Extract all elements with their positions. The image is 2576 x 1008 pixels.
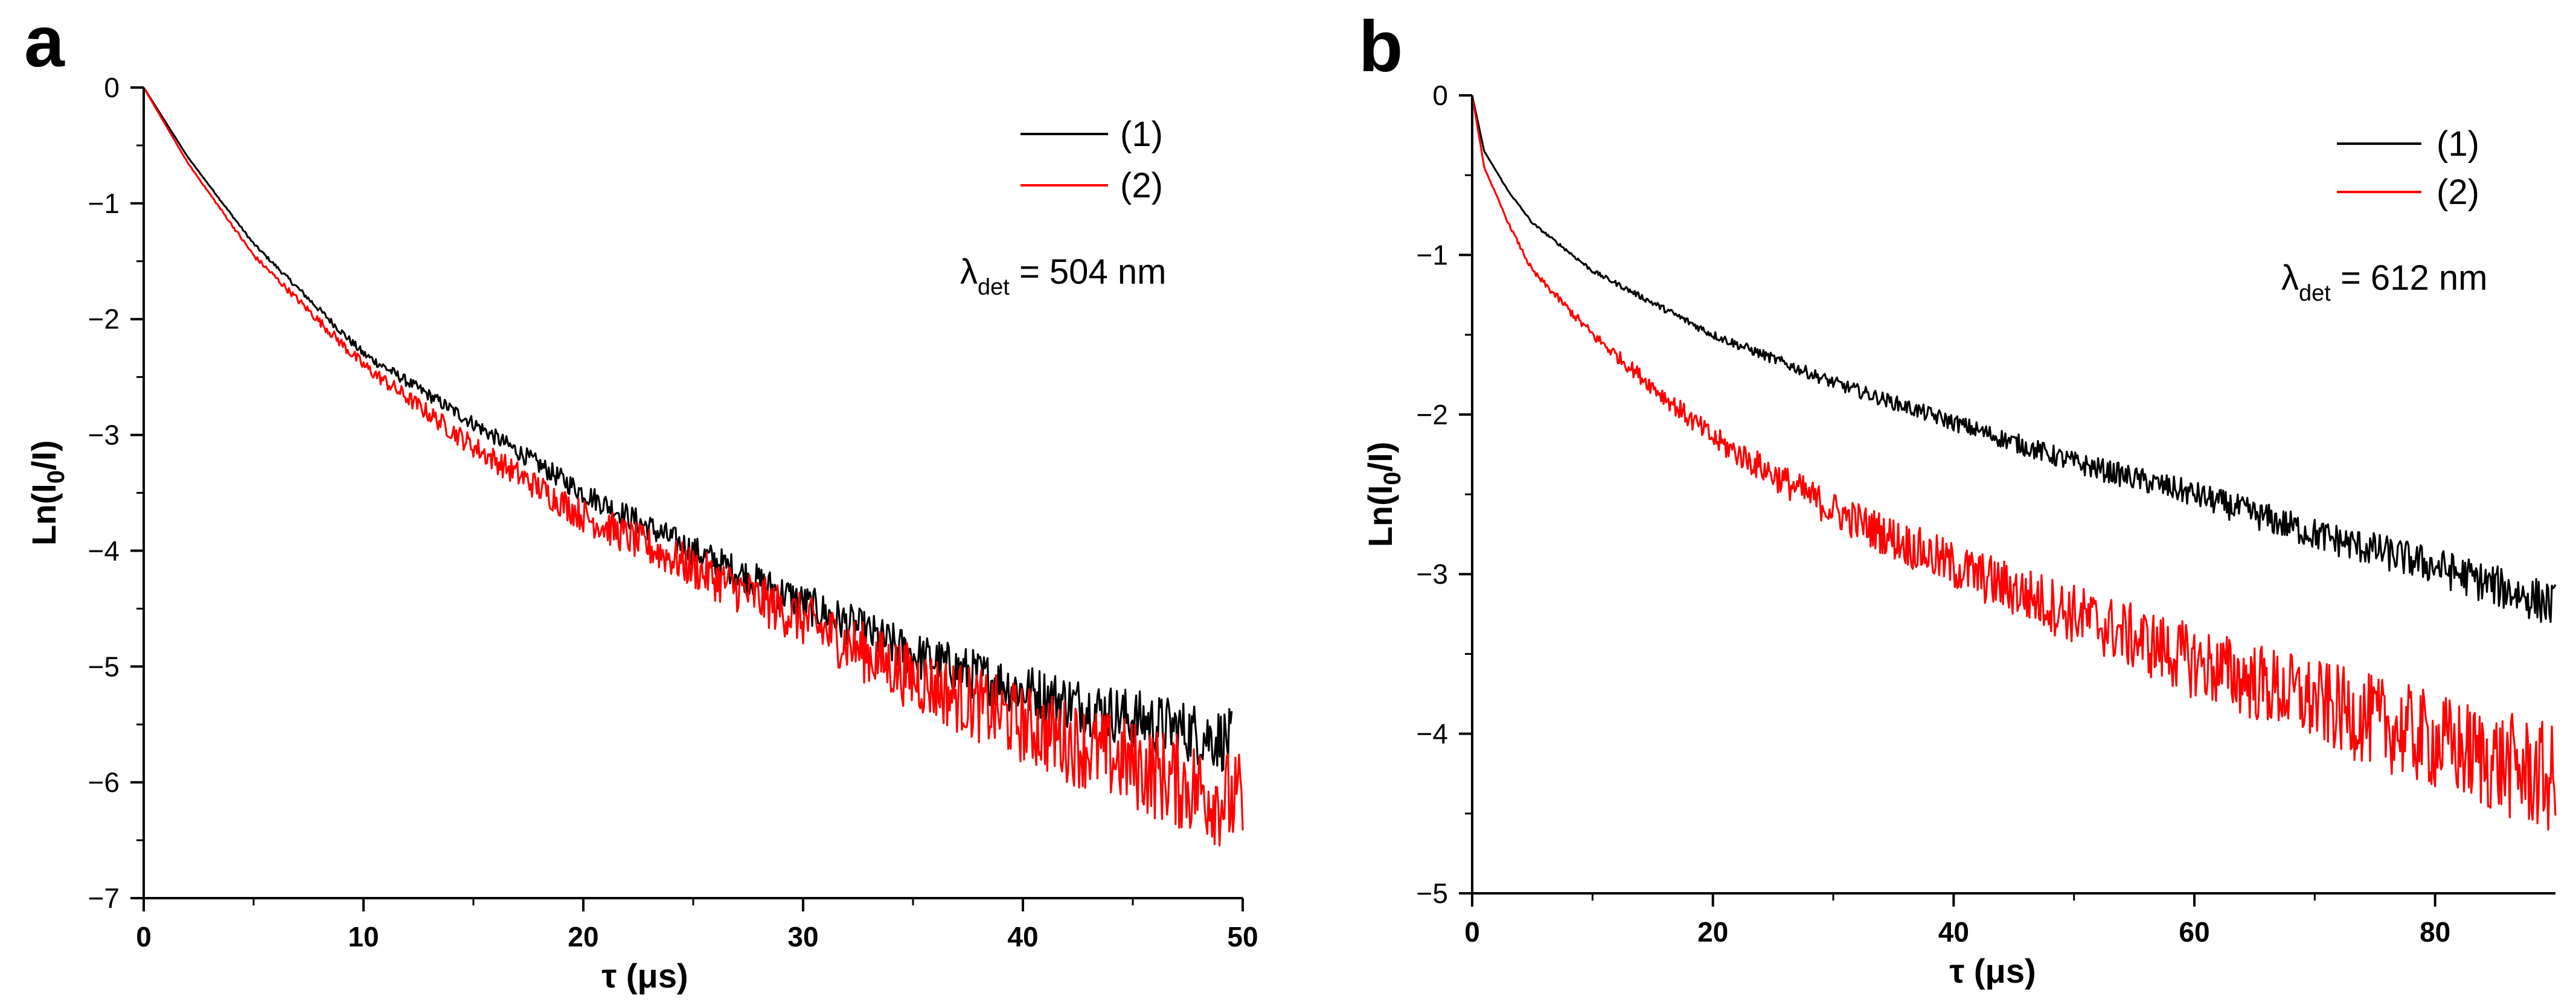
panel-b-series-1-line [1471, 95, 2557, 624]
panel-a-y-axis-title: Ln(I0/I) [25, 440, 69, 546]
panel-a-x-tick-label: 10 [348, 921, 379, 952]
panel-a-y-tick-label: 0 [104, 72, 120, 103]
panel-b-x-tick-label: 60 [2179, 916, 2209, 948]
panel-a-y-tick-label: −1 [88, 188, 120, 219]
panel-a-x-tick-label: 30 [787, 921, 818, 952]
panel-a-y-tick-label: −2 [88, 304, 120, 335]
panel-b-y-tick-label: −5 [1417, 878, 1448, 909]
panel-b-y-tick-label: −2 [1417, 399, 1448, 430]
panel-b-x-tick-label: 80 [2420, 916, 2450, 948]
panel-a-y-tick-label: −5 [88, 651, 120, 682]
panel-b-x-tick-label: 40 [1938, 916, 1969, 948]
panel-b-series-2-line [1471, 95, 2557, 831]
panel-b-y-tick-label: −3 [1417, 558, 1448, 590]
panel-a-x-tick-label: 40 [1007, 921, 1038, 952]
panel-a-x-axis-title: τ (μs) [601, 957, 688, 995]
panel-a-y-tick-label: −3 [88, 419, 120, 451]
panel-a-y-tick-label: −6 [88, 767, 120, 798]
panel-b-y-axis-title: Ln(I0/I) [1361, 442, 1406, 547]
panel-a-series-1-line [143, 87, 1233, 772]
panel-a-y-tick-label: −4 [88, 535, 120, 566]
panel-a-series-2-line [143, 87, 1244, 847]
panel-a-x-tick-label: 0 [136, 921, 152, 952]
panel-b-x-axis-title: τ (μs) [1949, 952, 2036, 990]
panel-a-x-tick-label: 50 [1227, 921, 1258, 952]
panel-b-y-tick-label: 0 [1432, 80, 1448, 111]
panel-a-x-tick-label: 20 [568, 921, 598, 952]
panel-b: b 0 −1 −2 −3 −4 −5 0 20 40 60 80 τ (μs) Ln(I0/I) (1) (… [1359, 6, 2557, 990]
panel-b-legend-label-2: (2) [2437, 173, 2479, 212]
panel-a: a 0 −1 −2 −3 −4 −5 −6 −7 0 10 20 30 40 50 τ (μs) Ln(I0/… [24, 1, 1258, 995]
panel-a-legend-label-1: (1) [1120, 115, 1163, 154]
panel-b-legend-label-1: (1) [2437, 124, 2479, 164]
panel-a-legend-label-2: (2) [1120, 166, 1163, 205]
panel-b-detection-annotation: λdet = 612 nm [2281, 258, 2487, 306]
panel-b-label: b [1359, 6, 1403, 87]
panel-a-label: a [24, 1, 65, 82]
panel-a-y-tick-label: −7 [88, 882, 120, 914]
panel-a-detection-annotation: λdet = 504 nm [960, 252, 1166, 300]
panel-b-y-tick-label: −4 [1417, 718, 1448, 750]
panel-b-x-tick-label: 0 [1464, 916, 1480, 948]
panel-b-y-tick-label: −1 [1417, 239, 1448, 270]
panel-b-x-tick-label: 20 [1697, 916, 1728, 948]
